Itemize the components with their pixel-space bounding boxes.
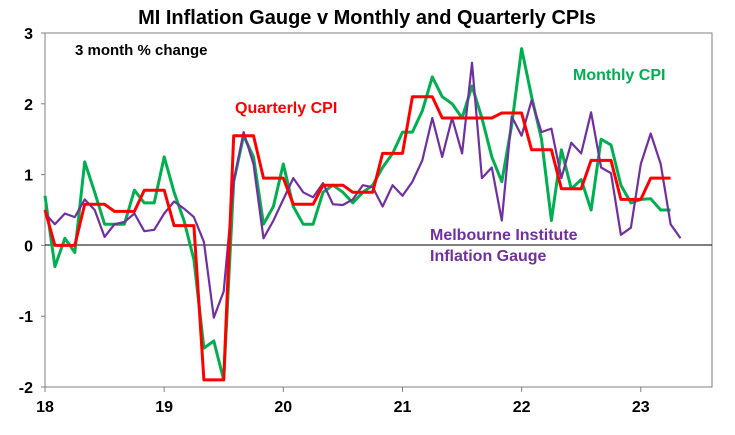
- monthly-cpi-line: [43, 47, 671, 382]
- y-tick-label: 0: [24, 238, 33, 255]
- chart-title: MI Inflation Gauge v Monthly and Quarter…: [138, 7, 596, 29]
- quarterly-cpi-line: [43, 95, 671, 382]
- label-quarterly-cpi: Quarterly CPI: [235, 100, 337, 117]
- x-tick-label: 18: [36, 399, 54, 416]
- y-tick-label: -2: [19, 380, 33, 397]
- y-tick-label: -1: [19, 309, 33, 326]
- x-tick-label: 19: [155, 399, 173, 416]
- mi-inflation-gauge-line: [44, 61, 682, 319]
- subtitle: 3 month % change: [75, 42, 208, 59]
- y-tick-label: 3: [24, 26, 33, 43]
- x-tick-label: 23: [632, 399, 650, 416]
- y-tick-label: 1: [24, 168, 33, 185]
- label-mi-gauge-line2: Inflation Gauge: [430, 248, 547, 265]
- x-tick-label: 22: [513, 399, 531, 416]
- x-tick-label: 21: [394, 399, 412, 416]
- plot-area: [44, 32, 713, 388]
- y-tick-label: 2: [24, 97, 33, 114]
- label-mi-gauge-line1: Melbourne Institute: [430, 227, 578, 244]
- label-monthly-cpi: Monthly CPI: [573, 67, 665, 84]
- x-tick-label: 20: [274, 399, 292, 416]
